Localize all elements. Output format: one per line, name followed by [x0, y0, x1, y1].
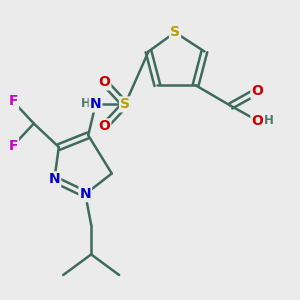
- Text: S: S: [120, 98, 130, 111]
- Text: N: N: [49, 172, 60, 186]
- Text: F: F: [8, 94, 18, 109]
- Text: O: O: [98, 119, 110, 134]
- Text: S: S: [170, 26, 180, 39]
- Text: N: N: [90, 98, 101, 111]
- Text: O: O: [251, 84, 263, 98]
- Text: H: H: [264, 114, 274, 127]
- Text: O: O: [98, 75, 110, 89]
- Text: H: H: [81, 97, 91, 110]
- Text: F: F: [8, 139, 18, 153]
- Text: N: N: [80, 187, 91, 201]
- Text: O: O: [251, 114, 263, 128]
